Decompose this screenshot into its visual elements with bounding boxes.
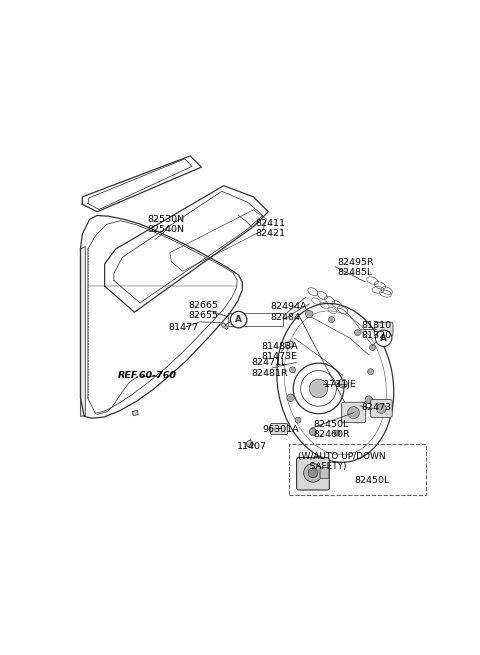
Text: 82494A
82484: 82494A 82484 [270, 303, 307, 322]
Circle shape [308, 468, 318, 477]
Circle shape [355, 417, 360, 423]
Circle shape [338, 379, 347, 388]
Circle shape [304, 464, 322, 482]
FancyBboxPatch shape [271, 423, 288, 434]
Text: 81310
81320: 81310 81320 [361, 321, 392, 341]
Text: 82473: 82473 [361, 403, 392, 411]
Circle shape [309, 379, 328, 398]
Circle shape [370, 345, 375, 350]
Polygon shape [81, 247, 85, 417]
Text: 82450L
82460R: 82450L 82460R [313, 420, 349, 439]
Circle shape [355, 329, 360, 335]
Text: 11407: 11407 [237, 442, 267, 451]
Text: 81483A
81473E: 81483A 81473E [261, 341, 298, 361]
Text: 96301A: 96301A [263, 425, 300, 434]
Bar [289, 444, 426, 495]
FancyBboxPatch shape [342, 402, 366, 422]
FancyBboxPatch shape [320, 467, 329, 478]
Text: 82495R
82485L: 82495R 82485L [337, 258, 374, 277]
Text: 1731JE: 1731JE [324, 380, 357, 389]
Text: 82411
82421: 82411 82421 [255, 219, 285, 238]
Circle shape [230, 311, 247, 328]
Text: REF.60-760: REF.60-760 [118, 371, 177, 380]
Circle shape [329, 316, 335, 323]
Text: 82471L
82481R: 82471L 82481R [252, 358, 288, 378]
Circle shape [230, 311, 247, 328]
FancyBboxPatch shape [297, 458, 329, 490]
Text: (W/AUTO UP/DOWN
    SAFETY): (W/AUTO UP/DOWN SAFETY) [298, 452, 386, 472]
Circle shape [305, 310, 313, 318]
Text: 81477: 81477 [168, 322, 198, 331]
Text: A: A [380, 333, 387, 343]
Text: 82530N
82540N: 82530N 82540N [147, 215, 184, 234]
Circle shape [334, 430, 340, 436]
Circle shape [377, 403, 386, 413]
Circle shape [246, 441, 253, 447]
Circle shape [289, 367, 296, 373]
Circle shape [368, 369, 373, 375]
Polygon shape [285, 341, 294, 348]
Circle shape [295, 417, 301, 423]
Circle shape [375, 330, 392, 346]
Text: A: A [235, 315, 242, 324]
Circle shape [287, 394, 294, 402]
Circle shape [365, 396, 372, 403]
Text: 82665
82655: 82665 82655 [188, 301, 218, 320]
Circle shape [348, 407, 360, 419]
Circle shape [309, 428, 317, 436]
Polygon shape [132, 411, 138, 415]
FancyBboxPatch shape [374, 322, 393, 337]
Text: 82450L: 82450L [354, 476, 389, 485]
FancyBboxPatch shape [371, 400, 392, 417]
Polygon shape [221, 323, 228, 329]
Text: A: A [235, 315, 242, 324]
